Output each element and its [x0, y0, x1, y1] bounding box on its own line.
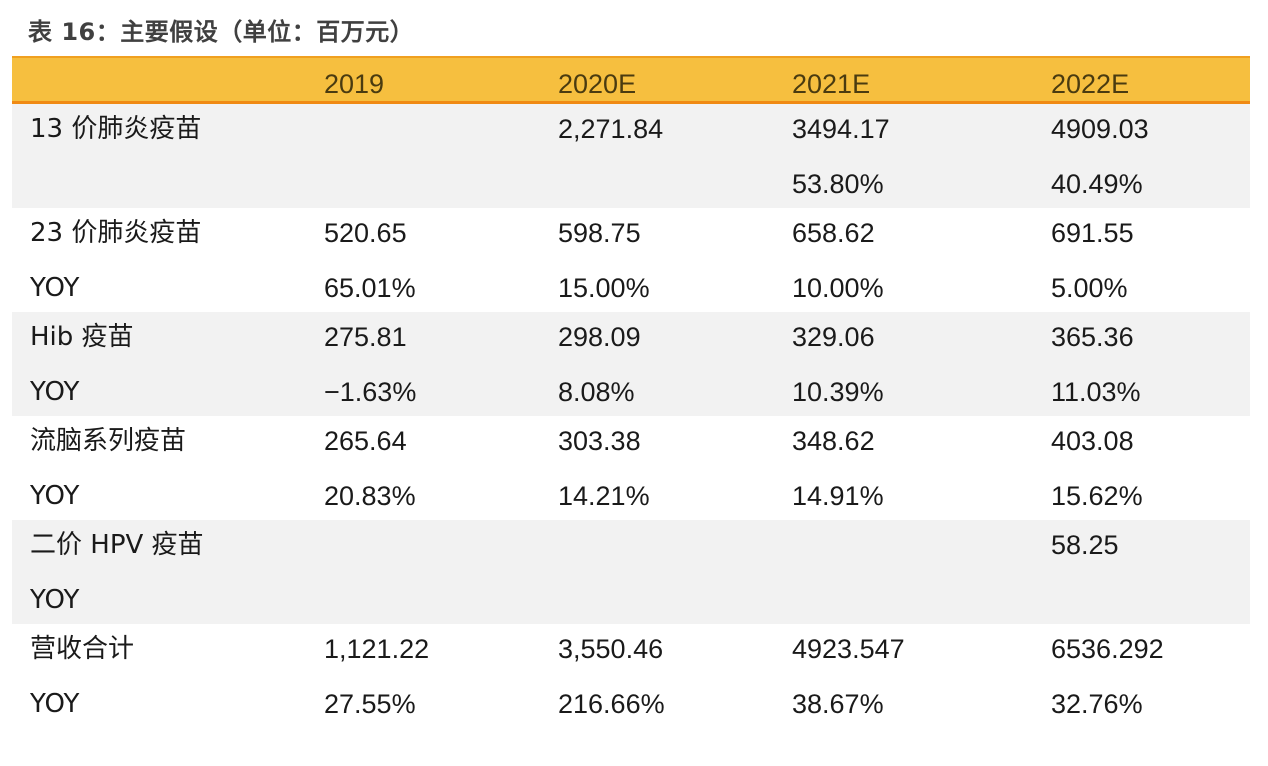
table-row: YOY 27.55% 216.66% 38.67% 32.76% — [12, 676, 1250, 728]
table-cell: 3494.17 — [792, 114, 890, 144]
header-cell-2021e: 2021E — [792, 69, 871, 99]
row-label-cell: 二价 HPV 疫苗 — [30, 530, 204, 560]
table-cell: 53.80% — [792, 169, 884, 199]
table-cell — [774, 572, 1033, 624]
table-cell — [540, 156, 774, 208]
row-label-cell: 13 价肺炎疫苗 — [30, 114, 202, 144]
table-cell: 1,121.22 — [324, 634, 430, 664]
table-cell — [774, 520, 1033, 572]
table-cell: 14.21% — [558, 481, 650, 511]
table-cell: 65.01% — [324, 273, 416, 303]
table-cell: 3,550.46 — [558, 634, 664, 664]
table-row: 23 价肺炎疫苗 520.65 598.75 658.62 691.55 — [12, 208, 1250, 260]
table-cell — [1033, 572, 1250, 624]
table-row: YOY −1.63% 8.08% 10.39% 11.03% — [12, 364, 1250, 416]
table-body: 13 价肺炎疫苗 2,271.84 3494.17 4909.03 53.80% 40.4… — [12, 104, 1250, 728]
row-label-cell — [12, 156, 306, 208]
table-cell: 303.38 — [558, 426, 641, 456]
table-row: YOY — [12, 572, 1250, 624]
table-cell: 2,271.84 — [558, 114, 664, 144]
header-cell-2019: 2019 — [324, 69, 385, 99]
row-label-cell: YOY — [30, 273, 80, 303]
table-cell: 403.08 — [1051, 426, 1134, 456]
table-cell — [540, 572, 774, 624]
table-cell: 298.09 — [558, 322, 641, 352]
table-cell: 520.65 — [324, 218, 407, 248]
row-label-cell: YOY — [30, 585, 80, 615]
table-cell: 40.49% — [1051, 169, 1143, 199]
table-cell — [306, 156, 540, 208]
table-cell — [306, 104, 540, 156]
table-cell — [540, 520, 774, 572]
table-cell — [306, 572, 540, 624]
table-cell: 265.64 — [324, 426, 407, 456]
table-cell: 58.25 — [1051, 530, 1119, 560]
table-row-group: 营收合计 1,121.22 3,550.46 4923.547 6536.292 YOY 2… — [12, 624, 1250, 728]
table-cell: 329.06 — [792, 322, 875, 352]
table-cell: −1.63% — [324, 377, 417, 407]
table-cell: 5.00% — [1051, 273, 1128, 303]
table-cell — [306, 520, 540, 572]
table-header-row: 2019 2020E 2021E 2022E — [12, 56, 1250, 104]
table-row: Hib 疫苗 275.81 298.09 329.06 365.36 — [12, 312, 1250, 364]
row-label-cell: 23 价肺炎疫苗 — [30, 218, 202, 248]
table-row: 13 价肺炎疫苗 2,271.84 3494.17 4909.03 — [12, 104, 1250, 156]
table-cell: 15.62% — [1051, 481, 1143, 511]
table-row: 53.80% 40.49% — [12, 156, 1250, 208]
table-cell: 20.83% — [324, 481, 416, 511]
table-row-group: 二价 HPV 疫苗 58.25 YOY — [12, 520, 1250, 624]
table-row: YOY 65.01% 15.00% 10.00% 5.00% — [12, 260, 1250, 312]
table-row: YOY 20.83% 14.21% 14.91% 15.62% — [12, 468, 1250, 520]
table-cell: 598.75 — [558, 218, 641, 248]
table-cell: 275.81 — [324, 322, 407, 352]
table-cell: 38.67% — [792, 689, 884, 719]
header-cell-2022e: 2022E — [1051, 69, 1130, 99]
table-cell: 4923.547 — [792, 634, 905, 664]
assumptions-table: 2019 2020E 2021E 2022E 13 价肺炎疫苗 2,271.84 3… — [12, 56, 1250, 728]
table-cell: 4909.03 — [1051, 114, 1149, 144]
row-label-cell: 营收合计 — [30, 634, 135, 664]
table-cell: 14.91% — [792, 481, 884, 511]
row-label-cell: 流脑系列疫苗 — [30, 426, 187, 456]
table-cell: 15.00% — [558, 273, 650, 303]
row-label-cell: YOY — [30, 689, 80, 719]
table-caption: 表 16：主要假设（单位：百万元） — [28, 18, 415, 46]
table-cell: 11.03% — [1051, 377, 1141, 407]
table-cell: 10.39% — [792, 377, 884, 407]
header-cell-label — [12, 58, 306, 101]
table-row-group: 流脑系列疫苗 265.64 303.38 348.62 403.08 YOY 20.83% 1… — [12, 416, 1250, 520]
table-row-group: Hib 疫苗 275.81 298.09 329.06 365.36 YOY −1.63% 8… — [12, 312, 1250, 416]
table-cell: 658.62 — [792, 218, 875, 248]
table-cell: 6536.292 — [1051, 634, 1164, 664]
row-label-cell: YOY — [30, 377, 80, 407]
table-cell: 691.55 — [1051, 218, 1134, 248]
table-cell: 27.55% — [324, 689, 416, 719]
table-cell: 32.76% — [1051, 689, 1143, 719]
header-cell-2020e: 2020E — [558, 69, 637, 99]
row-label-cell: YOY — [30, 481, 80, 511]
table-row: 二价 HPV 疫苗 58.25 — [12, 520, 1250, 572]
table-row-group: 23 价肺炎疫苗 520.65 598.75 658.62 691.55 YOY 65.01… — [12, 208, 1250, 312]
table-cell: 10.00% — [792, 273, 884, 303]
table-cell: 365.36 — [1051, 322, 1134, 352]
table-row: 营收合计 1,121.22 3,550.46 4923.547 6536.292 — [12, 624, 1250, 676]
table-row-group: 13 价肺炎疫苗 2,271.84 3494.17 4909.03 53.80% 40.4… — [12, 104, 1250, 208]
table-cell: 8.08% — [558, 377, 635, 407]
table-cell: 216.66% — [558, 689, 665, 719]
row-label-cell: Hib 疫苗 — [30, 322, 134, 352]
table-row: 流脑系列疫苗 265.64 303.38 348.62 403.08 — [12, 416, 1250, 468]
table-cell: 348.62 — [792, 426, 875, 456]
